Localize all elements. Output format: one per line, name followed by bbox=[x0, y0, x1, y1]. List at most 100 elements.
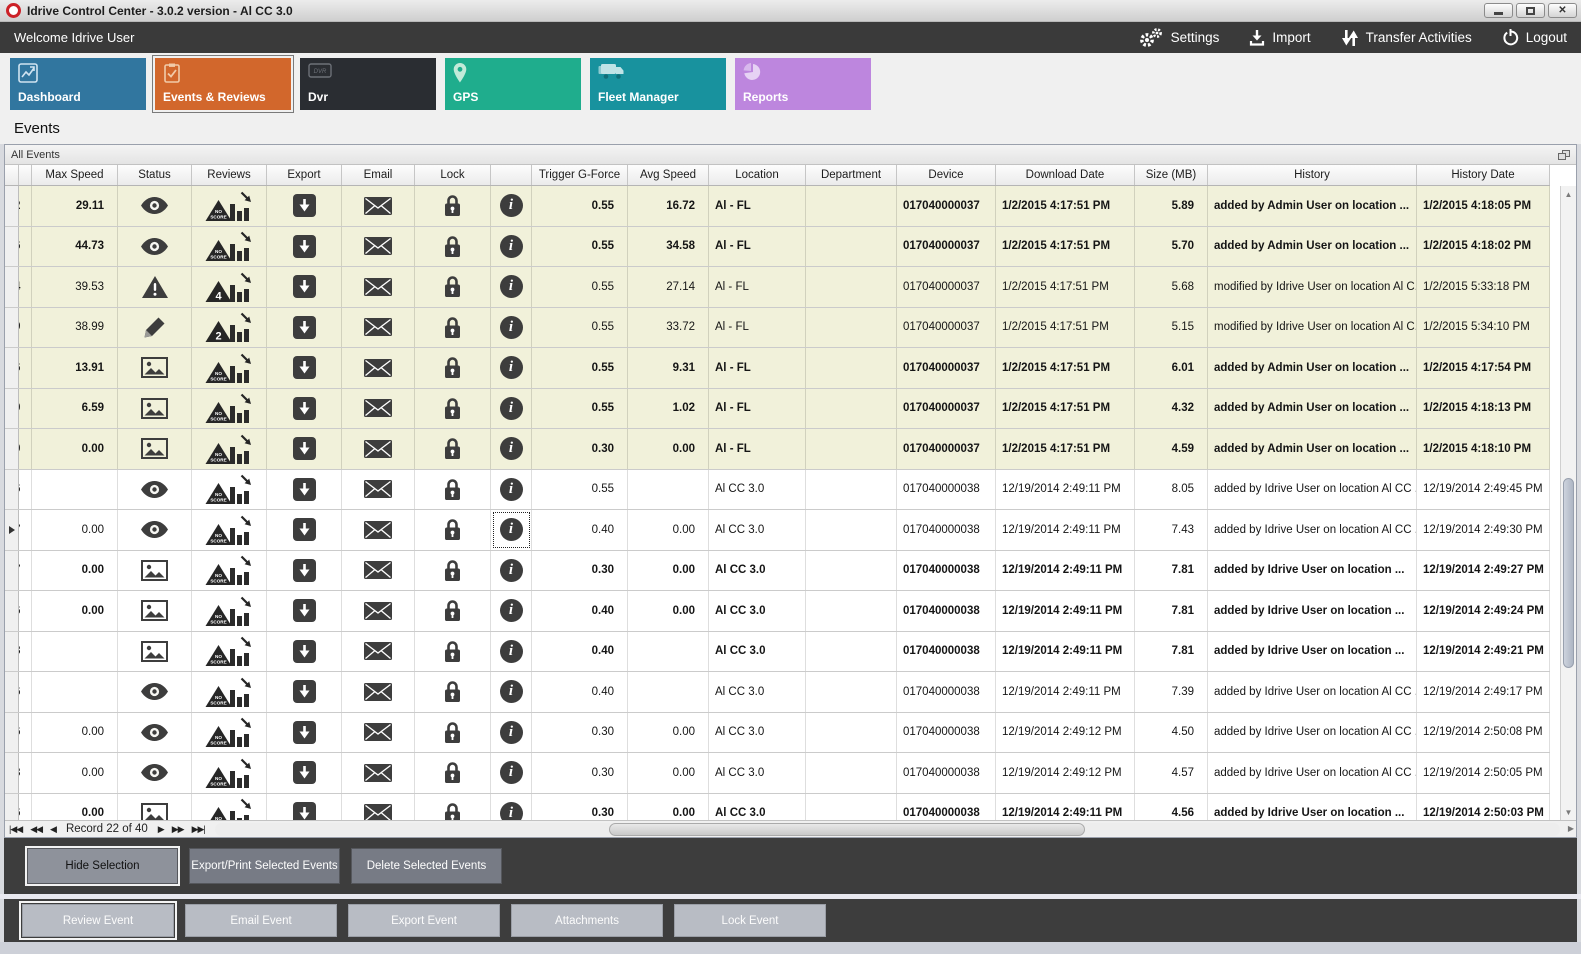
cell-lock[interactable] bbox=[415, 388, 491, 428]
last-record-button[interactable]: ▶▶| bbox=[191, 823, 206, 834]
cell-email[interactable] bbox=[342, 712, 415, 752]
cell-lock[interactable] bbox=[415, 348, 491, 388]
review-event-button[interactable]: Review Event bbox=[19, 901, 177, 940]
column-header-status[interactable]: Status bbox=[118, 165, 192, 185]
cell-info[interactable]: i bbox=[491, 267, 532, 307]
cell-export[interactable] bbox=[267, 186, 342, 226]
column-header-department[interactable]: Department bbox=[806, 165, 897, 185]
cell-info[interactable]: i bbox=[491, 712, 532, 752]
cell-export[interactable] bbox=[267, 591, 342, 631]
column-header-location[interactable]: Location bbox=[709, 165, 806, 185]
cell-info[interactable]: i bbox=[491, 348, 532, 388]
cell-export[interactable] bbox=[267, 469, 342, 509]
column-header-reviews[interactable]: Reviews bbox=[192, 165, 267, 185]
cell-info[interactable]: i bbox=[491, 672, 532, 712]
column-header-size[interactable]: Size (MB) bbox=[1135, 165, 1208, 185]
cell-export[interactable] bbox=[267, 429, 342, 469]
column-header-email[interactable]: Email bbox=[342, 165, 415, 185]
hide-selection-button[interactable]: Hide Selection bbox=[25, 846, 180, 886]
export-print-selected-events-button[interactable]: Export/Print Selected Events bbox=[189, 848, 340, 884]
scroll-right-icon[interactable]: ▶ bbox=[1567, 823, 1574, 833]
cell-reviews[interactable]: 2 bbox=[192, 307, 267, 347]
cell-lock[interactable] bbox=[415, 793, 491, 820]
cell-lock[interactable] bbox=[415, 550, 491, 590]
logout-button[interactable]: Logout bbox=[1502, 29, 1567, 46]
cell-email[interactable] bbox=[342, 267, 415, 307]
close-button[interactable]: ✕ bbox=[1548, 3, 1577, 18]
prev-page-button[interactable]: ◀◀ bbox=[30, 823, 43, 834]
cell-info[interactable]: i bbox=[491, 226, 532, 266]
column-header-history-date[interactable]: History Date bbox=[1417, 165, 1550, 185]
next-record-button[interactable]: ▶ bbox=[157, 823, 165, 834]
column-header-gforce[interactable]: Trigger G-Force bbox=[532, 165, 628, 185]
attachments-button[interactable]: Attachments bbox=[511, 904, 663, 937]
cell-lock[interactable] bbox=[415, 226, 491, 266]
cell-info[interactable]: i bbox=[491, 753, 532, 793]
cell-export[interactable] bbox=[267, 712, 342, 752]
tab-events-reviews[interactable]: Events & Reviews bbox=[152, 55, 294, 113]
cell-info[interactable]: i bbox=[491, 469, 532, 509]
cell-export[interactable] bbox=[267, 267, 342, 307]
maximize-button[interactable] bbox=[1516, 3, 1545, 18]
cell-export[interactable] bbox=[267, 307, 342, 347]
horizontal-scrollbar[interactable]: ▶ bbox=[214, 821, 1574, 837]
cell-lock[interactable] bbox=[415, 267, 491, 307]
column-header-history[interactable]: History bbox=[1208, 165, 1417, 185]
cell-lock[interactable] bbox=[415, 469, 491, 509]
cell-email[interactable] bbox=[342, 429, 415, 469]
first-record-button[interactable]: |◀◀ bbox=[9, 823, 23, 834]
tab-dvr[interactable]: DVR Dvr bbox=[300, 58, 436, 110]
column-header-lock[interactable]: Lock bbox=[415, 165, 491, 185]
next-page-button[interactable]: ▶▶ bbox=[171, 823, 185, 834]
cell-email[interactable] bbox=[342, 753, 415, 793]
cell-email[interactable] bbox=[342, 469, 415, 509]
cell-info[interactable]: i bbox=[491, 388, 532, 428]
cell-email[interactable] bbox=[342, 388, 415, 428]
settings-button[interactable]: Settings bbox=[1137, 27, 1219, 49]
tab-dashboard[interactable]: Dashboard bbox=[10, 58, 146, 110]
lock-event-button[interactable]: Lock Event bbox=[674, 904, 826, 937]
cell-info[interactable]: i bbox=[491, 307, 532, 347]
tab-fleet-manager[interactable]: Fleet Manager bbox=[590, 58, 726, 110]
import-button[interactable]: Import bbox=[1249, 29, 1311, 46]
cell-email[interactable] bbox=[342, 631, 415, 671]
cell-lock[interactable] bbox=[415, 591, 491, 631]
column-header-device[interactable]: Device bbox=[897, 165, 996, 185]
cell-email[interactable] bbox=[342, 186, 415, 226]
vertical-scrollbar[interactable]: ▲ ▼ bbox=[1560, 186, 1576, 820]
cell-email[interactable] bbox=[342, 591, 415, 631]
cell-info[interactable]: i bbox=[491, 793, 532, 820]
scroll-up-icon[interactable]: ▲ bbox=[1564, 189, 1573, 199]
cell-email[interactable] bbox=[342, 348, 415, 388]
tab-reports[interactable]: Reports bbox=[735, 58, 871, 110]
cell-lock[interactable] bbox=[415, 307, 491, 347]
cell-export[interactable] bbox=[267, 226, 342, 266]
cell-export[interactable] bbox=[267, 348, 342, 388]
cell-lock[interactable] bbox=[415, 753, 491, 793]
cell-info[interactable]: i bbox=[491, 186, 532, 226]
transfer-activities-button[interactable]: Transfer Activities bbox=[1341, 29, 1472, 47]
cell-lock[interactable] bbox=[415, 429, 491, 469]
cell-info[interactable]: i bbox=[491, 550, 532, 590]
cell-lock[interactable] bbox=[415, 631, 491, 671]
cell-email[interactable] bbox=[342, 510, 415, 550]
cell-info[interactable]: i bbox=[491, 591, 532, 631]
